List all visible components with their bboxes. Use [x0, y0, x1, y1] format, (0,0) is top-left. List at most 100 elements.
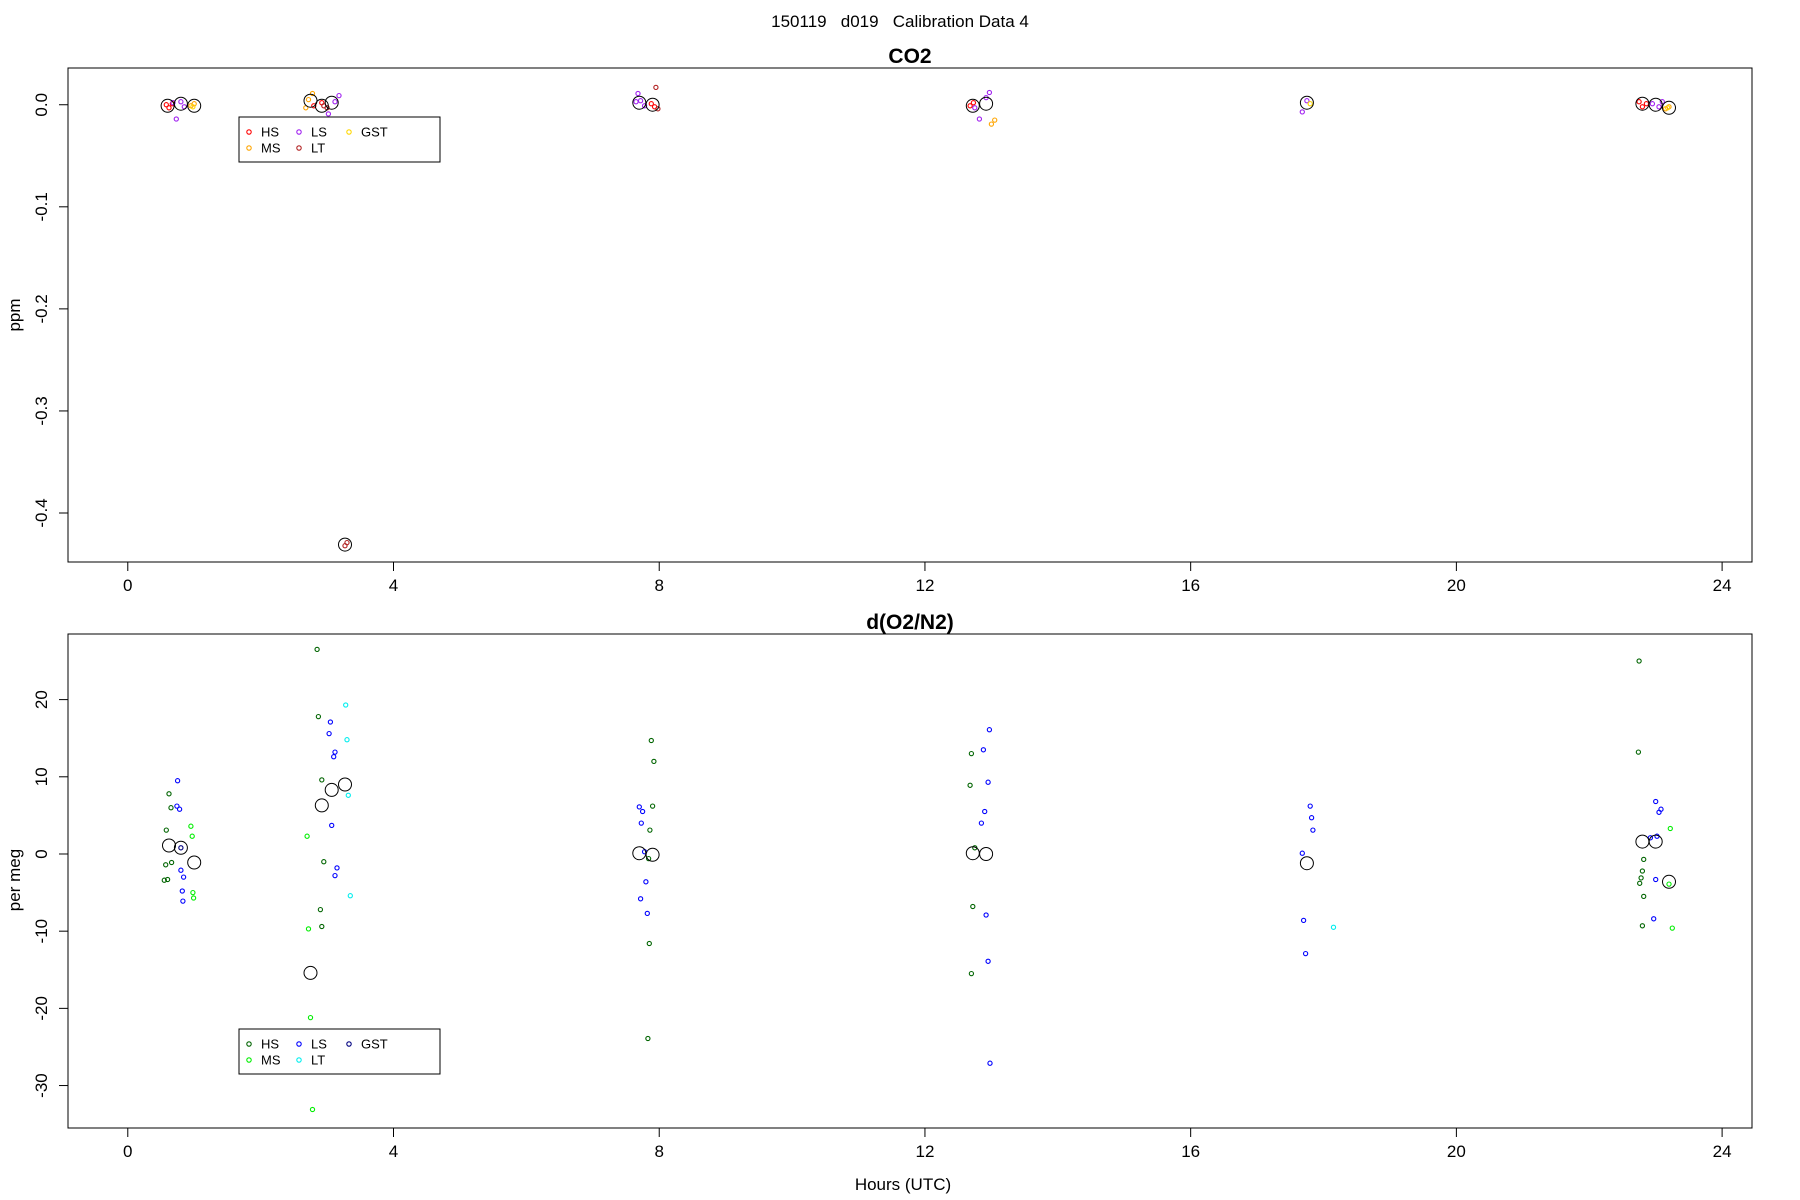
- o2n2-point-hs: [645, 1035, 651, 1042]
- o2n2-point-hs: [649, 803, 656, 809]
- o2n2-point-ls: [176, 806, 183, 812]
- co2-point-hs: [311, 103, 317, 109]
- o2n2-point-hs: [968, 750, 975, 757]
- o2n2-y-tick-label: 20: [32, 690, 51, 709]
- o2n2-mean-point: [303, 965, 318, 980]
- o2n2-point-ms: [1666, 881, 1672, 887]
- co2-legend-box: [238, 116, 441, 163]
- co2-legend-label-ls: LS: [311, 125, 327, 140]
- o2n2-y-tick-label: -30: [32, 1073, 51, 1098]
- o2n2-point-ls: [1310, 827, 1316, 833]
- co2-point-hs: [967, 103, 973, 109]
- o2n2-point-ms: [188, 823, 194, 829]
- o2n2-point-ls: [638, 820, 644, 826]
- o2n2-point-ms: [305, 926, 312, 932]
- o2n2-point-ls: [1653, 798, 1659, 805]
- co2-y-tick-label: -0.3: [32, 396, 51, 425]
- x-axis-label: Hours (UTC): [855, 1175, 951, 1194]
- o2n2-legend-label-ls: LS: [311, 1037, 327, 1052]
- o2n2-x-tick-label: 8: [654, 1142, 663, 1161]
- o2n2-point-ls: [178, 867, 184, 873]
- co2-point-ls: [178, 99, 184, 105]
- co2-mean-point: [979, 96, 994, 111]
- o2n2-point-hs: [168, 805, 174, 811]
- co2-mean-point: [160, 98, 175, 113]
- o2n2-point-hs: [651, 758, 657, 765]
- co2-point-ms: [992, 117, 998, 123]
- o2n2-point-hs: [166, 791, 172, 797]
- o2n2-point-hs: [645, 855, 652, 862]
- co2-point-hs: [163, 102, 169, 108]
- o2n2-point-ls: [1302, 950, 1309, 957]
- co2-point-ls: [637, 98, 644, 104]
- o2n2-point-ls: [334, 865, 340, 871]
- co2-legend-marker-hs: [246, 129, 252, 135]
- o2n2-point-ls: [174, 803, 180, 809]
- co2-mean-point: [187, 98, 202, 113]
- o2n2-point-ls: [1299, 850, 1305, 856]
- o2n2-x-tick-label: 12: [915, 1142, 934, 1161]
- co2-mean-point: [632, 95, 647, 110]
- co2-mean-point: [1662, 100, 1676, 115]
- o2n2-mean-point: [645, 847, 660, 862]
- o2n2-mean-point: [1299, 856, 1314, 871]
- o2n2-point-hs: [317, 906, 324, 913]
- o2n2-point-ls: [985, 779, 991, 785]
- o2n2-point-hs: [646, 940, 652, 947]
- co2-y-tick-label: -0.2: [32, 294, 51, 323]
- o2n2-point-hs: [319, 923, 325, 930]
- o2n2-point-ls: [986, 727, 993, 733]
- o2n2-point-ls: [987, 1060, 993, 1066]
- co2-point-ls: [332, 99, 338, 105]
- figure-suptitle: 150119 d019 Calibration Data 4: [771, 12, 1029, 31]
- o2n2-title: d(O2/N2): [866, 611, 954, 634]
- o2n2-point-ls: [1300, 917, 1307, 924]
- o2n2-point-ls: [1307, 803, 1313, 809]
- co2-mean-point: [314, 98, 329, 113]
- o2n2-mean-point: [1635, 834, 1650, 849]
- co2-point-ls: [1649, 101, 1656, 107]
- co2-point-ls: [641, 103, 648, 109]
- co2-point-lt: [344, 539, 350, 546]
- co2-point-hs: [648, 101, 654, 107]
- o2n2-point-ls: [174, 778, 181, 784]
- o2n2-point-hs: [321, 859, 327, 865]
- o2n2-point-hs: [1638, 875, 1644, 881]
- co2-panel: CO2 0 4 8 12 16 20 24 0.0 -0.1 -0.2 -0.3 -0.4 ppm HSMS…: [5, 45, 1753, 595]
- o2n2-mean-point: [162, 838, 176, 853]
- co2-y-tick-label: -0.1: [32, 192, 51, 221]
- o2n2-point-ls: [332, 749, 338, 755]
- o2n2-legend-marker-lt: [296, 1057, 302, 1063]
- co2-point-gst: [1307, 101, 1313, 107]
- co2-legend-label-ms: MS: [261, 141, 281, 156]
- o2n2-point-hs: [967, 782, 973, 788]
- o2n2-x-tick-label: 0: [123, 1142, 132, 1161]
- o2n2-point-ms: [1669, 925, 1675, 931]
- co2-point-ms: [309, 90, 316, 97]
- co2-x-tick-label: 8: [654, 576, 663, 595]
- o2n2-point-hs: [163, 862, 169, 868]
- o2n2-point-hs: [1639, 868, 1646, 874]
- o2n2-mean-point: [979, 847, 994, 861]
- o2n2-legend-marker-gst: [346, 1041, 352, 1047]
- co2-point-gst: [190, 104, 196, 110]
- o2n2-point-ls: [326, 730, 332, 737]
- co2-legend-marker-ms: [246, 145, 252, 151]
- o2n2-mean-point: [314, 798, 329, 813]
- o2n2-point-ls: [1658, 806, 1664, 812]
- o2n2-panel: d(O2/N2) 0 4 8 12 16 20 24 20 10 0 -10 -20 -30 per meg…: [5, 611, 1753, 1161]
- o2n2-point-ls: [644, 910, 650, 917]
- o2n2-mean-point: [338, 777, 352, 792]
- o2n2-point-ms: [1667, 825, 1673, 832]
- co2-point-hs: [1643, 101, 1650, 107]
- co2-point-ls: [170, 100, 176, 106]
- o2n2-y-tick-label: -10: [32, 919, 51, 944]
- o2n2-point-ls: [331, 754, 337, 760]
- o2n2-legend-label-lt: LT: [311, 1053, 325, 1068]
- co2-point-ls: [1656, 104, 1662, 110]
- co2-point-hs: [970, 100, 977, 106]
- o2n2-point-hs: [1636, 658, 1642, 664]
- co2-point-gst: [1664, 105, 1671, 111]
- o2n2-legend-label-gst: GST: [361, 1037, 388, 1052]
